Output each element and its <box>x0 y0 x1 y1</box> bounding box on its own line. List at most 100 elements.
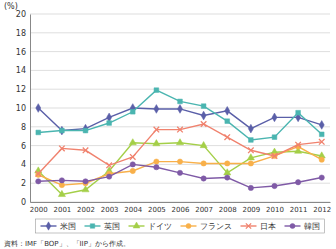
series-marker <box>295 180 300 185</box>
series-marker <box>154 159 159 164</box>
y-tick: 20 <box>16 10 30 19</box>
legend-box <box>36 219 325 233</box>
series-marker <box>296 110 301 115</box>
legend-item: 英国 <box>85 222 120 231</box>
y-tick-label: 18 <box>16 29 26 38</box>
x-tick-label: 2004 <box>124 206 142 214</box>
y-tick-label: 0 <box>21 198 26 207</box>
legend-marker <box>90 224 94 228</box>
y-tick-label: 10 <box>16 104 26 113</box>
series-marker <box>154 127 160 133</box>
legend-item: 米国 <box>41 222 76 231</box>
series-marker <box>83 179 88 184</box>
y-tick-label: 20 <box>16 10 26 19</box>
y-tick-label: 4 <box>21 160 26 169</box>
series-marker <box>83 128 88 133</box>
y-tick: 6 <box>21 142 30 151</box>
y-axis-line <box>30 15 31 203</box>
x-tick: 2007 <box>195 202 213 214</box>
series-marker <box>272 135 277 140</box>
y-tick-label: 8 <box>21 123 26 132</box>
x-tick-label: 2008 <box>219 206 237 214</box>
y-axis-title: (%) <box>4 2 18 11</box>
legend-label: ドイツ <box>148 222 172 231</box>
y-tick: 0 <box>21 198 30 207</box>
series-marker <box>82 186 89 192</box>
series-marker <box>130 162 135 167</box>
y-tick-label: 12 <box>16 85 26 94</box>
series-marker <box>58 190 65 196</box>
series-marker <box>106 174 111 179</box>
series-marker <box>177 127 183 133</box>
series-marker <box>225 106 230 115</box>
series-marker <box>36 130 41 135</box>
legend-label: 米国 <box>60 222 76 231</box>
series-marker <box>154 165 159 170</box>
series-marker <box>178 99 183 104</box>
series-marker <box>272 153 278 159</box>
legend-item: 韓国 <box>285 222 320 231</box>
y-tick-label: 2 <box>21 179 26 188</box>
y-tick: 16 <box>16 48 30 57</box>
source-note: 資料：IMF「BOP」、「IIP」から作成。 <box>4 240 130 248</box>
legend: 米国英国 ドイツ フランス 日本 韓国 <box>36 219 325 233</box>
series-marker <box>129 139 136 145</box>
series-marker <box>319 121 324 130</box>
x-tick: 2002 <box>77 202 95 214</box>
y-tick: 2 <box>21 179 30 188</box>
legend-label: フランス <box>200 222 232 231</box>
legend-marker <box>133 222 140 228</box>
series-marker <box>248 185 253 190</box>
x-tick: 2009 <box>242 202 260 214</box>
series-marker <box>201 104 206 109</box>
y-tick: 12 <box>16 85 30 94</box>
series-marker <box>225 161 230 166</box>
y-tick-label: 16 <box>16 48 26 57</box>
series-marker <box>177 105 182 114</box>
series-marker <box>272 183 277 188</box>
series-marker <box>249 138 254 143</box>
grid <box>30 14 330 202</box>
x-tick-label: 2007 <box>195 206 213 214</box>
series-marker <box>154 105 159 114</box>
grid-line <box>30 89 330 90</box>
legend-label: 韓国 <box>304 222 320 231</box>
legend-marker <box>246 223 251 228</box>
grid-line <box>30 202 330 203</box>
series-marker <box>176 139 183 145</box>
x-tick: 2006 <box>172 202 190 214</box>
legend-label: 日本 <box>260 222 276 231</box>
x-tick: 2004 <box>124 202 142 214</box>
x-axis: 2000200120022003200420052006200720082009… <box>30 202 331 214</box>
series-marker <box>201 161 206 166</box>
x-tick: 2012 <box>313 202 331 214</box>
x-tick-label: 2009 <box>242 206 260 214</box>
grid-line <box>30 51 330 52</box>
series-marker <box>153 140 160 146</box>
grid-line <box>30 32 330 33</box>
plot: 0246810121416182020002001200220032004200… <box>16 10 331 214</box>
x-tick-label: 2001 <box>53 206 71 214</box>
y-tick: 10 <box>16 104 30 113</box>
legend-marker <box>46 222 51 230</box>
series-marker <box>130 109 135 114</box>
x-axis-line <box>31 202 331 203</box>
x-tick: 2001 <box>53 202 71 214</box>
series-marker <box>319 157 324 162</box>
legend-item: ドイツ <box>129 222 172 231</box>
series-marker <box>319 132 324 137</box>
x-tick: 2005 <box>148 202 166 214</box>
series-line <box>38 90 321 140</box>
y-tick: 8 <box>21 123 30 132</box>
x-tick-label: 2010 <box>266 206 284 214</box>
series-marker <box>59 146 65 152</box>
series-marker <box>36 104 41 113</box>
series-marker <box>201 111 206 120</box>
series-marker <box>272 113 277 122</box>
series-line <box>38 164 321 188</box>
series-marker <box>224 169 231 175</box>
series-marker <box>60 128 65 133</box>
marks <box>35 88 326 197</box>
x-tick-label: 2012 <box>313 206 331 214</box>
series-marker <box>83 124 88 133</box>
